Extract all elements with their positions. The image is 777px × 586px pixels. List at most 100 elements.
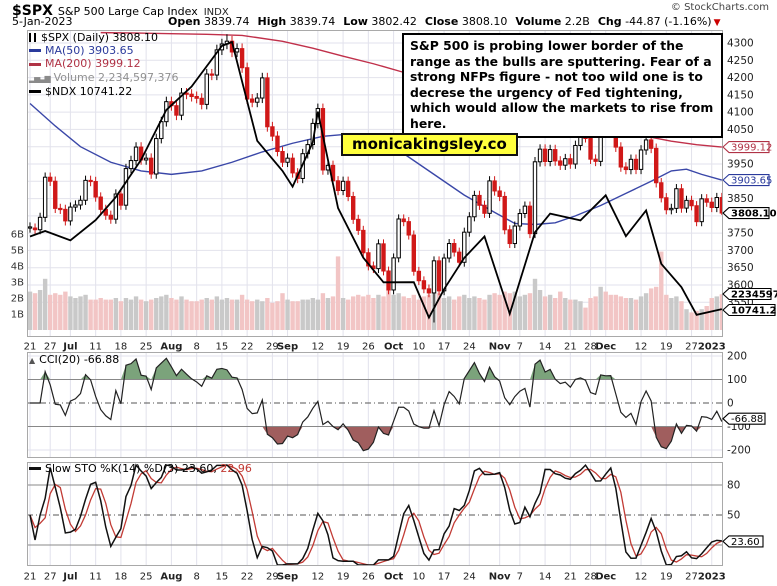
chart-title: $SPX S&P 500 Large Cap Index INDX [12, 0, 229, 19]
svg-text:4300: 4300 [727, 38, 754, 50]
svg-text:-66.88: -66.88 [731, 414, 763, 425]
exchange-label: INDX [203, 7, 229, 18]
sto-legend-label: Slow STO %K(14) %D(3) [45, 462, 179, 475]
legend-volume: Volume 2,234,597,376 [29, 71, 179, 85]
svg-text:4100: 4100 [727, 107, 754, 119]
svg-text:5B: 5B [11, 246, 24, 257]
axis-tick-labels: 4300 4250 4200 4150 4100 4050 3950 3850 3750 3700… [11, 38, 754, 583]
svg-text:18: 18 [115, 572, 128, 583]
svg-text:19: 19 [660, 572, 673, 583]
stockcharts-credit: © StockCharts.com [670, 2, 769, 13]
svg-text:3808.10: 3808.10 [731, 209, 777, 220]
legend-ndx-label: $NDX 10741.22 [45, 84, 133, 98]
svg-text:4250: 4250 [727, 55, 754, 67]
svg-text:28: 28 [584, 342, 597, 353]
svg-text:6B: 6B [11, 230, 24, 241]
change-down-arrow-icon: ▼ [713, 18, 721, 28]
volume-bars-icon [29, 71, 50, 85]
cci-panel-content [27, 357, 723, 452]
quote-label: Volume [515, 15, 562, 28]
svg-text:Sep: Sep [277, 572, 298, 583]
symbol-label: $SPX [12, 3, 53, 19]
svg-text:Dec: Dec [595, 572, 616, 583]
candlestick-icon [29, 33, 37, 43]
sto-k-value: 23.60, [181, 462, 217, 475]
svg-text:3950: 3950 [727, 158, 754, 170]
panel-borders [27, 30, 723, 566]
cci-legend: CCI(20) -66.88 [29, 353, 119, 366]
quote-value: 2.2B [561, 15, 590, 28]
volume-bars [27, 251, 723, 330]
svg-text:29: 29 [266, 572, 279, 583]
svg-text:26: 26 [362, 572, 375, 583]
last-value-labels: 3999.12 3903.65 3808.10 2234597 10741.22 -66.… [722, 140, 777, 548]
svg-text:29: 29 [266, 342, 279, 353]
svg-text:10: 10 [412, 342, 425, 353]
svg-text:22: 22 [241, 572, 254, 583]
quote-value: 3839.74 [200, 15, 250, 28]
svg-text:4050: 4050 [727, 124, 754, 136]
svg-text:Aug: Aug [160, 342, 182, 353]
svg-text:18: 18 [115, 342, 128, 353]
svg-text:27: 27 [685, 572, 698, 583]
svg-text:12: 12 [635, 342, 648, 353]
svg-text:Aug: Aug [160, 572, 182, 583]
svg-text:23.60: 23.60 [731, 537, 760, 548]
svg-text:27: 27 [685, 342, 698, 353]
svg-text:19: 19 [337, 342, 350, 353]
svg-text:Oct: Oct [384, 572, 403, 583]
svg-text:4150: 4150 [727, 89, 754, 101]
svg-text:11: 11 [89, 572, 102, 583]
quote-label: Open [168, 15, 201, 28]
svg-text:14: 14 [539, 572, 552, 583]
quote-value: 3839.74 [286, 15, 336, 28]
legend-spx-label: $SPX (Daily) 3808.10 [41, 31, 159, 44]
quote-value: -44.87 (-1.16%) [621, 15, 712, 28]
svg-text:2023: 2023 [698, 342, 726, 353]
svg-text:7: 7 [517, 572, 523, 583]
svg-text:15: 15 [216, 572, 229, 583]
svg-text:3850: 3850 [727, 193, 754, 205]
svg-text:12: 12 [311, 572, 324, 583]
svg-text:7: 7 [517, 342, 523, 353]
legend-volume-label: Volume 2,234,597,376 [53, 71, 179, 85]
svg-text:25: 25 [140, 572, 153, 583]
svg-text:17: 17 [438, 572, 451, 583]
svg-text:3999.12: 3999.12 [731, 143, 772, 154]
svg-text:11: 11 [89, 342, 102, 353]
svg-text:3903.65: 3903.65 [731, 176, 772, 187]
svg-text:Sep: Sep [277, 342, 298, 353]
svg-text:21: 21 [24, 342, 37, 353]
quote-value: 3808.10 [458, 15, 508, 28]
legend-ma200: MA(200) 3999.12 [29, 57, 179, 70]
watermark: monicakingsley.co [341, 133, 518, 156]
svg-text:80: 80 [727, 480, 740, 492]
ndx-overlay-line [29, 40, 723, 320]
svg-text:4200: 4200 [727, 72, 754, 84]
quote-label: Low [343, 15, 368, 28]
legend-ma200-label: MA(200) 3999.12 [45, 57, 141, 71]
quote-label: Close [424, 15, 459, 28]
svg-text:22: 22 [241, 342, 254, 353]
svg-text:3650: 3650 [727, 262, 754, 274]
legend-ndx: $NDX 10741.22 [29, 85, 179, 98]
legend-spx: $SPX (Daily) 3808.10 [29, 31, 179, 44]
svg-text:17: 17 [438, 342, 451, 353]
quote-label: High [257, 15, 287, 28]
stochastic-panel-content [27, 463, 723, 566]
svg-text:19: 19 [660, 342, 673, 353]
svg-text:1B: 1B [11, 310, 24, 321]
svg-text:25: 25 [140, 342, 153, 353]
chart-legend: $SPX (Daily) 3808.10 MA(50) 3903.65 MA(2… [29, 31, 179, 98]
candlesticks [27, 34, 723, 323]
ndx-line-icon [29, 89, 41, 93]
svg-text:15: 15 [216, 342, 229, 353]
svg-text:8: 8 [193, 342, 199, 353]
svg-text:4B: 4B [11, 262, 24, 273]
sto-legend: Slow STO %K(14) %D(3) 23.60, 22.96 [29, 462, 252, 475]
svg-text:19: 19 [337, 572, 350, 583]
svg-text:2023: 2023 [698, 572, 726, 583]
svg-text:Dec: Dec [595, 342, 616, 353]
